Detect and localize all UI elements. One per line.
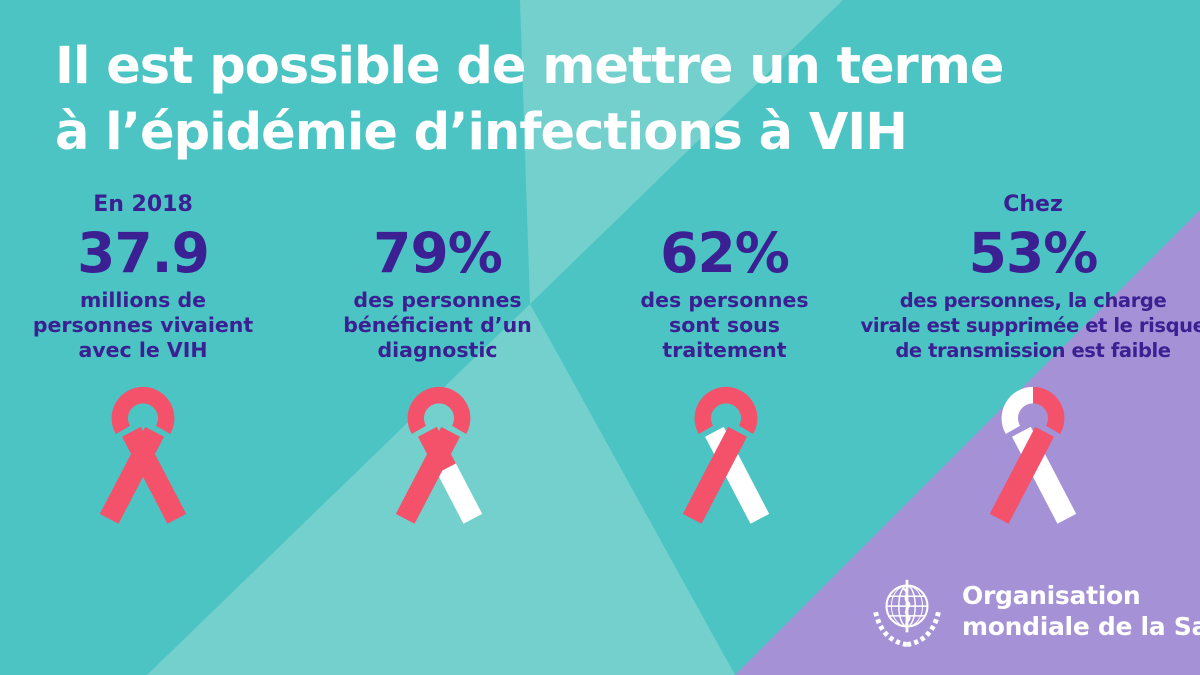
stat-description: des personnes bénéficient d’un diagnosti…: [310, 288, 565, 363]
page-title: Il est possible de mettre un terme à l’é…: [55, 34, 1004, 166]
stat-description: des personnes sont sous traitement: [597, 288, 852, 363]
light-beam-lower: [147, 304, 735, 675]
stat-description: des personnes, la charge virale est supp…: [850, 288, 1200, 363]
ribbon-front-band: [395, 426, 460, 524]
stat-prefix: [597, 190, 852, 224]
ribbon-loop-right: [438, 386, 471, 435]
title-line-1: Il est possible de mettre un terme: [55, 37, 1004, 96]
ribbon-back-band-lower: [1031, 463, 1077, 524]
stat-value: 37.9: [77, 221, 210, 285]
ribbon-back-band-lower: [437, 463, 483, 524]
who-wordmark-line-1: Organisation: [962, 581, 1141, 610]
stat-prefix: En 2018: [93, 192, 193, 217]
who-wordmark-line-2: mondiale de la Santé: [962, 612, 1200, 641]
stat-value: 53%: [968, 221, 1099, 285]
desc-line: diagnostic: [377, 338, 498, 362]
ribbon-loop-left: [111, 386, 144, 435]
ribbon-loop-right: [1032, 386, 1065, 435]
awareness-ribbon-icon: [682, 386, 770, 524]
who-emblem-icon: [872, 579, 942, 648]
ribbon-front-band: [99, 426, 164, 524]
desc-line: de transmission est faible: [895, 339, 1171, 362]
ribbon-loop-right: [142, 386, 175, 435]
title-line-2: à l’épidémie d’infections à VIH: [55, 103, 908, 162]
asclepius-snake: [901, 587, 911, 628]
laurel-left: [872, 608, 908, 648]
who-wordmark: Organisation mondiale de la Santé: [962, 580, 1200, 642]
stat-value: 79%: [373, 221, 503, 285]
awareness-ribbon-icon: [989, 386, 1077, 524]
stat-column-traitement: 62% des personnes sont sous traitement: [597, 190, 852, 363]
who-logo: Organisation mondiale de la Santé: [866, 570, 1200, 652]
ribbon-loop-left: [694, 386, 727, 435]
desc-line: personnes vivaient: [32, 313, 254, 337]
desc-line: traitement: [662, 338, 787, 362]
ribbon-back-band-lower: [141, 463, 187, 524]
ribbon-loop-right: [725, 386, 758, 435]
stat-description: millions de personnes vivaient avec le V…: [13, 288, 273, 363]
ribbon-back-band-lower: [724, 463, 770, 524]
light-beam-upper: [520, 0, 843, 304]
desc-line: des personnes: [353, 288, 522, 312]
desc-line: avec le VIH: [78, 338, 208, 362]
desc-line: sont sous: [669, 313, 780, 337]
ribbon-loop-left: [1001, 386, 1034, 435]
stat-value: 62%: [660, 221, 790, 285]
ribbon-front-band: [989, 426, 1054, 524]
ribbon-front-band: [682, 426, 747, 524]
purple-corner-triangle: [735, 210, 1200, 675]
stat-prefix: [310, 190, 565, 224]
stat-prefix: Chez: [1003, 192, 1063, 217]
awareness-ribbon-icon: [395, 386, 483, 524]
laurel-right: [906, 608, 942, 648]
desc-line: virale est supprimée et le risque: [860, 314, 1200, 337]
desc-line: bénéficient d’un: [343, 313, 532, 337]
stat-column-2018: En 2018 37.9 millions de personnes vivai…: [13, 190, 273, 363]
desc-line: des personnes, la charge: [899, 289, 1167, 312]
desc-line: millions de: [79, 288, 207, 312]
stat-column-diagnostic: 79% des personnes bénéficient d’un diagn…: [310, 190, 565, 363]
desc-line: des personnes: [640, 288, 809, 312]
ribbon-loop-left: [407, 386, 440, 435]
awareness-ribbon-icon: [99, 386, 187, 524]
stat-column-charge-virale: Chez 53% des personnes, la charge virale…: [850, 190, 1200, 363]
